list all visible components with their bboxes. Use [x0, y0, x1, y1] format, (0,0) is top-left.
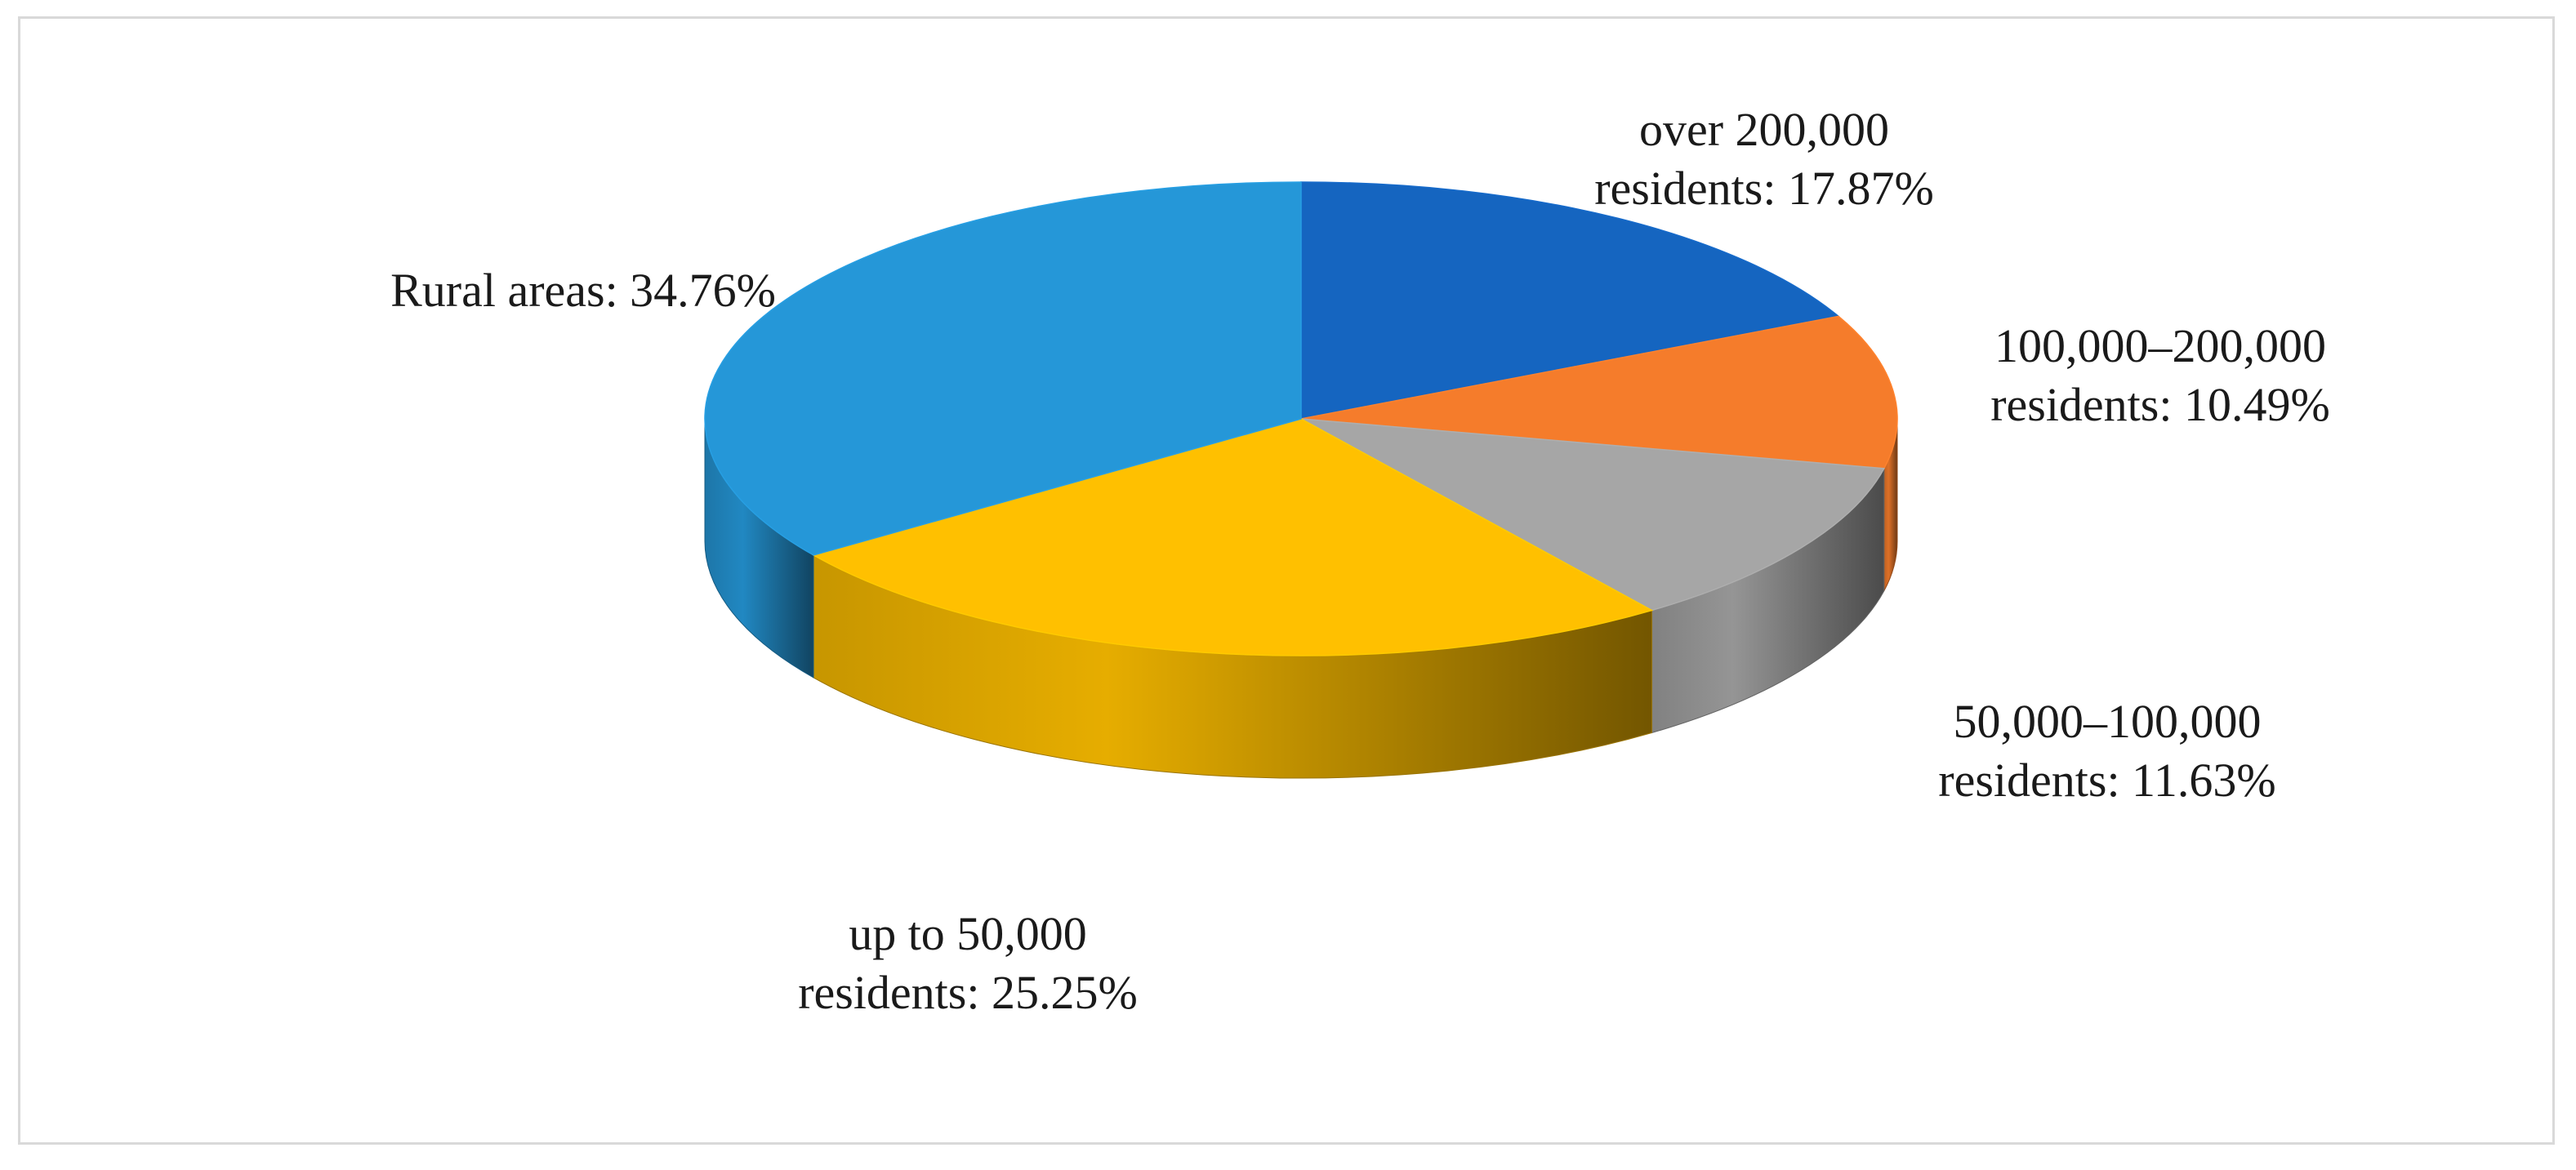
pie-slice-3	[812, 418, 1654, 656]
pie-chart: over 200,000 residents: 17.87% 100,000–200…	[390, 103, 2330, 1019]
label-layer: over 200,000 residents: 17.87% 100,000–200…	[390, 103, 2330, 1019]
pie-top-layer	[704, 181, 1898, 656]
pie-slice-2	[1300, 418, 1885, 612]
pie-slice-1	[1300, 315, 1898, 469]
chart-frame: over 200,000 residents: 17.87% 100,000–200…	[18, 16, 2555, 1145]
slice-label-4: Rural areas: 34.76%	[390, 264, 776, 317]
slice-label-2: 50,000–100,000 residents: 11.63%	[1938, 695, 2275, 807]
slice-label-3: up to 50,000 residents: 25.25%	[798, 907, 1138, 1019]
pie-slice-0	[1300, 181, 1840, 420]
slice-label-1: 100,000–200,000 residents: 10.49%	[1990, 319, 2330, 431]
slice-label-0: over 200,000 residents: 17.87%	[1594, 103, 1934, 215]
pie-slice-4	[704, 181, 1302, 556]
